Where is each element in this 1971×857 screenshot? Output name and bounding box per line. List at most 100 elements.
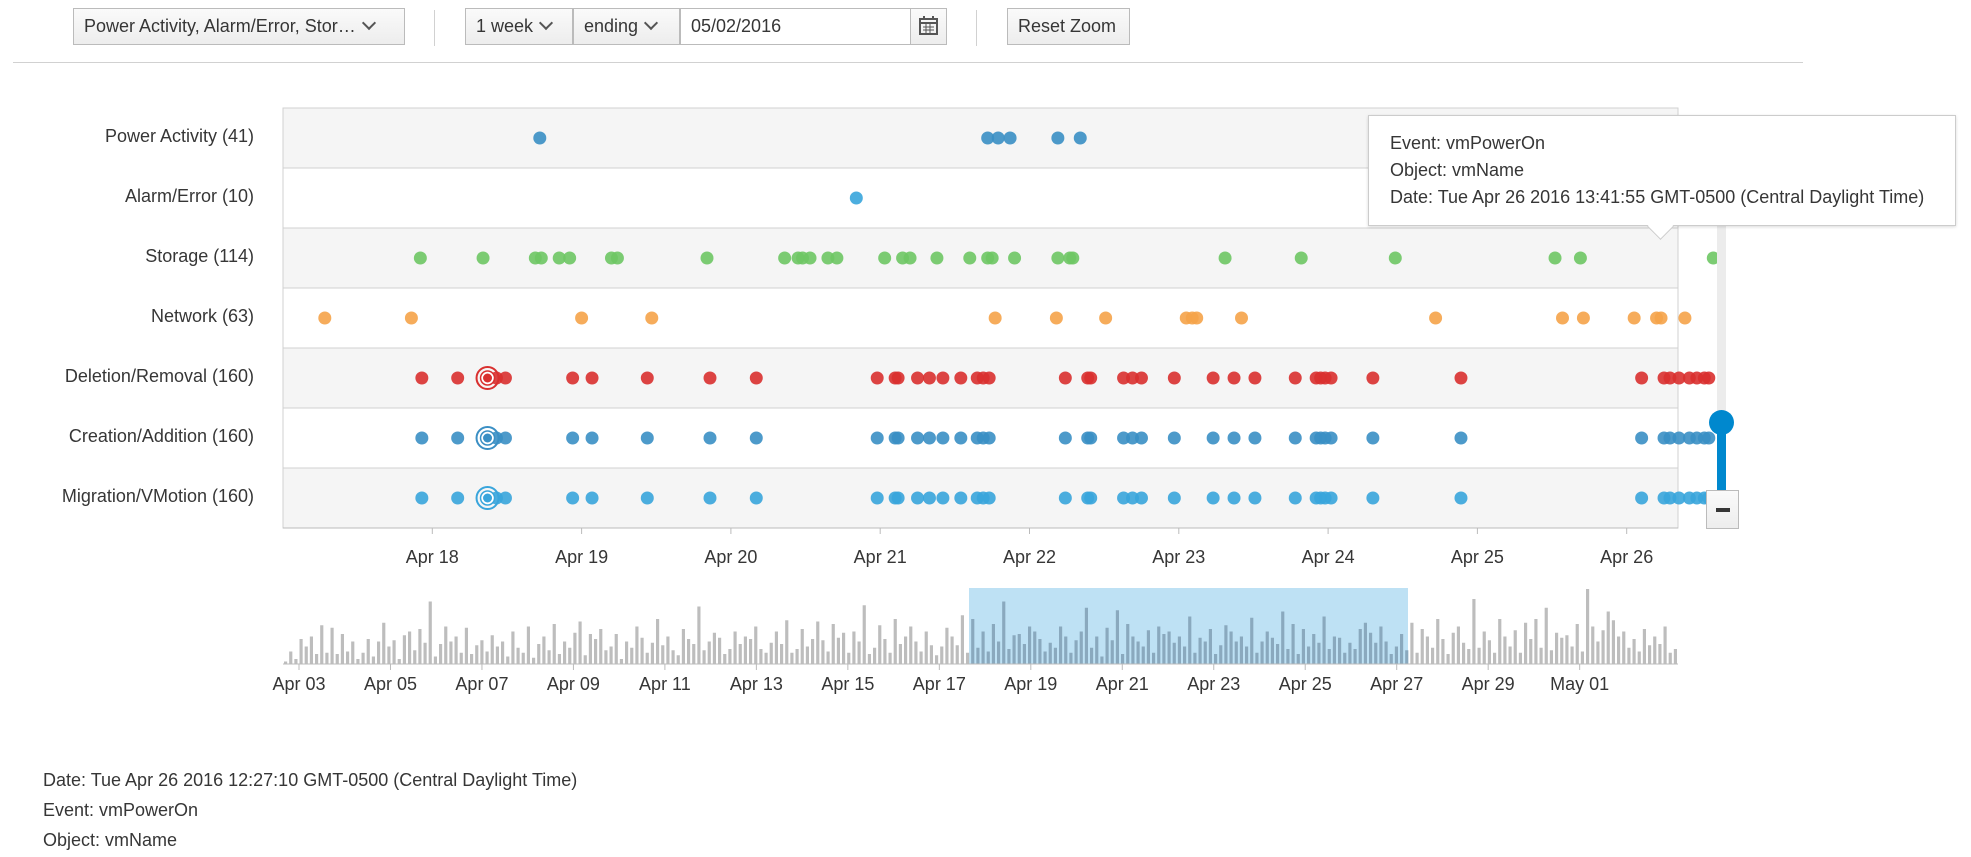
overview-bar: [986, 651, 990, 664]
overview-bar: [1617, 636, 1621, 664]
overview-bar: [981, 631, 985, 664]
overview-bar: [309, 636, 313, 664]
overview-bar: [1239, 636, 1243, 664]
overview-bar: [635, 626, 639, 664]
overview-tick-label: Apr 11: [639, 674, 691, 694]
zoom-out-button[interactable]: [1706, 490, 1739, 529]
row-label-power-activity: Power Activity (41): [104, 126, 254, 146]
overview-bar: [475, 645, 479, 664]
event-dot: [575, 311, 589, 325]
overview-bar: [805, 646, 809, 664]
overview-bar: [1498, 619, 1502, 664]
overview-bar: [371, 656, 375, 664]
event-dot: [1635, 491, 1649, 505]
overview-bar: [1095, 636, 1099, 664]
event-dot: [1126, 491, 1140, 505]
overview-bar: [1648, 645, 1652, 664]
overview-bar: [1462, 642, 1466, 664]
overview-bar: [619, 659, 623, 664]
overview-bar: [997, 641, 1001, 664]
event-dot: [922, 491, 936, 505]
overview-bar: [960, 615, 964, 664]
x-axis-tick-label: Apr 21: [854, 547, 907, 567]
event-dot: [982, 431, 996, 445]
event-dot: [451, 431, 465, 445]
event-dot: [610, 251, 624, 265]
toolbar-divider: [434, 10, 435, 46]
details-date: Date: Tue Apr 26 2016 12:27:10 GMT-0500 …: [43, 770, 578, 790]
timeline-chart[interactable]: Apr 18 Apr 19 Apr 20 Apr 21 Apr 22 Apr 23 Apr …: [0, 0, 1971, 740]
overview-bar: [785, 620, 789, 664]
event-dot: [1008, 251, 1022, 265]
row-label-storage: Storage (114): [145, 246, 254, 266]
event-filter-dropdown[interactable]: Power Activity, Alarm/Error, Stor…: [73, 8, 405, 45]
event-dot: [870, 491, 884, 505]
event-dot: [566, 491, 580, 505]
overview-bar: [1296, 654, 1300, 664]
overview-bar: [790, 652, 794, 664]
overview-tick-label: Apr 27: [1370, 674, 1423, 694]
range-dropdown[interactable]: 1 week: [465, 8, 573, 45]
overview-bar: [1524, 622, 1528, 664]
x-axis-tick-label: Apr 20: [704, 547, 757, 567]
mode-dropdown[interactable]: ending: [573, 8, 680, 45]
overview-bar: [1007, 649, 1011, 664]
zoom-slider-fill: [1717, 420, 1726, 490]
overview-bar: [1115, 610, 1119, 664]
zoom-slider-track[interactable]: [1717, 118, 1726, 490]
event-dot: [1366, 371, 1380, 385]
overview-bar: [1193, 652, 1197, 664]
overview-bar: [304, 646, 308, 664]
overview-bar: [640, 637, 644, 664]
overview-bar: [888, 652, 892, 664]
selected-event-dot: [483, 493, 493, 503]
overview-bar: [728, 649, 732, 664]
event-dot: [1003, 131, 1017, 145]
overview-bar: [780, 644, 784, 664]
event-dot: [870, 431, 884, 445]
overview-bar: [1668, 652, 1672, 664]
overview-bar: [1053, 647, 1057, 664]
event-dot: [1084, 371, 1098, 385]
overview-bar: [738, 644, 742, 664]
overview-bar: [1358, 629, 1362, 664]
overview-bar: [1565, 635, 1569, 664]
event-dot: [1227, 431, 1241, 445]
overview-bar: [1043, 651, 1047, 664]
overview-bar: [377, 641, 381, 664]
overview-bar: [630, 647, 634, 664]
event-dot: [1126, 431, 1140, 445]
reset-zoom-button[interactable]: Reset Zoom: [1007, 8, 1130, 45]
overview-bar: [1219, 645, 1223, 664]
overview-bar: [480, 640, 484, 664]
overview-bar: [1327, 649, 1331, 664]
overview-tick-label: Apr 29: [1462, 674, 1515, 694]
overview-bar: [919, 651, 923, 664]
overview-bar: [1596, 641, 1600, 664]
event-dot: [585, 371, 599, 385]
event-dot: [903, 251, 917, 265]
event-dot: [988, 311, 1002, 325]
overview-bar: [1560, 637, 1564, 664]
calendar-button[interactable]: [910, 8, 947, 45]
overview-bar: [687, 639, 691, 664]
overview-bar: [1472, 599, 1476, 664]
overview-tick-label: Apr 03: [272, 674, 325, 694]
overview-bar: [1673, 649, 1677, 664]
event-dot: [415, 371, 429, 385]
overview-bar: [904, 636, 908, 664]
event-dot: [954, 431, 968, 445]
date-input[interactable]: [680, 8, 911, 45]
overview-bar: [1038, 639, 1042, 664]
overview-tick-label: Apr 25: [1279, 674, 1332, 694]
event-dot: [451, 491, 465, 505]
event-dot: [749, 431, 763, 445]
overview-bar: [1028, 626, 1032, 664]
event-dot: [1454, 431, 1468, 445]
zoom-slider-handle[interactable]: [1709, 410, 1734, 435]
event-dot: [1066, 251, 1080, 265]
overview-bar: [1379, 626, 1383, 664]
event-dot: [749, 371, 763, 385]
overview-bar: [676, 655, 680, 664]
event-dot: [1051, 131, 1065, 145]
